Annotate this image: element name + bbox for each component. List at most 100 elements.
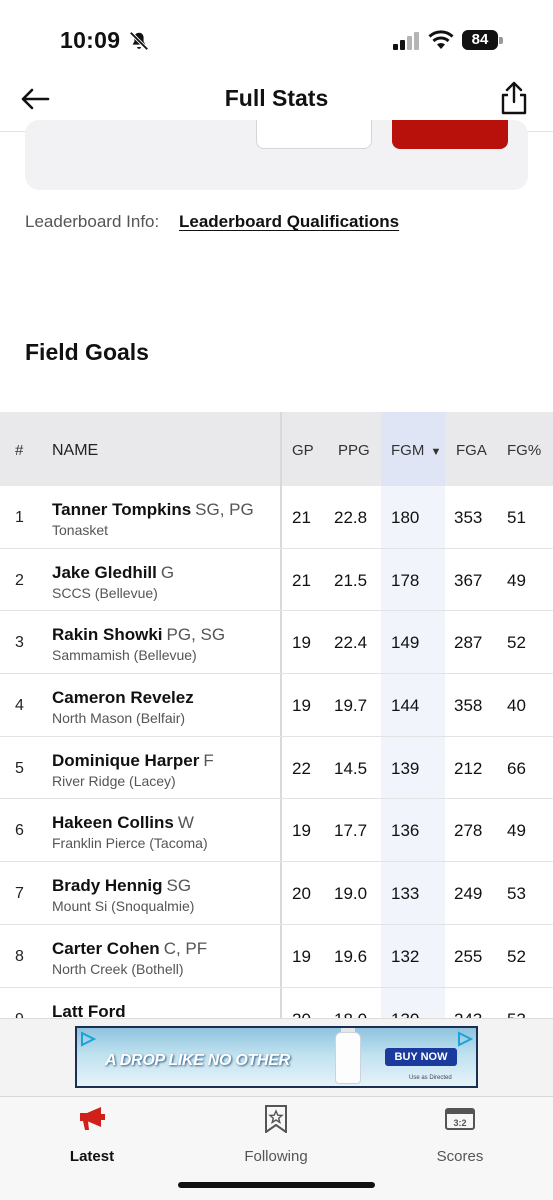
- cell-ppg: 21.5: [334, 570, 368, 590]
- cell-ppg: 18.0: [334, 1010, 367, 1019]
- ad-area: A DROP LIKE NO OTHER BUY NOW Use as Dire…: [0, 1018, 553, 1096]
- cell-gp: 21: [292, 508, 311, 527]
- cell-ppg: 17.7: [334, 821, 368, 841]
- cell-fga: 255: [454, 946, 483, 966]
- row-rank: 4: [15, 697, 24, 715]
- filter-select[interactable]: [256, 120, 372, 149]
- player-name-cell[interactable]: Rakin Showki PG, SG: [52, 625, 225, 645]
- cell-fga: 353: [454, 508, 483, 527]
- column-header-fga[interactable]: FGA: [456, 442, 487, 459]
- player-position: PG, SG: [166, 625, 226, 645]
- row-rank: 9: [15, 1011, 24, 1019]
- player-name[interactable]: Carter Cohen: [52, 938, 160, 958]
- cell-fga: 278: [454, 821, 483, 841]
- bookmark-star-icon: [265, 1105, 287, 1133]
- battery-icon: 84: [462, 30, 504, 50]
- row-rank: 2: [15, 571, 24, 589]
- ad-choices-icon[interactable]: [457, 1031, 473, 1047]
- cell-fga: 249: [454, 884, 483, 904]
- wifi-icon: [428, 30, 454, 49]
- player-name[interactable]: Latt Ford: [52, 1001, 126, 1019]
- cell-ppg: 19.6: [334, 946, 368, 966]
- player-name-cell[interactable]: Jake Gledhill G: [52, 563, 174, 583]
- ad-buy-now-button[interactable]: BUY NOW: [385, 1048, 457, 1066]
- table-row[interactable]: 9 Latt Ford 20 18.0 130 243 53: [0, 988, 553, 1019]
- bell-off-icon: [129, 31, 149, 51]
- cell-gp: 22: [292, 758, 311, 778]
- status-time: 10:09: [60, 27, 121, 53]
- ad-choices-icon[interactable]: [80, 1031, 96, 1047]
- cell-fgm: 144: [391, 696, 420, 716]
- cell-gp: 19: [292, 696, 311, 716]
- back-arrow-icon[interactable]: [18, 82, 52, 116]
- row-rank: 1: [15, 509, 24, 526]
- cell-fga: 367: [454, 570, 483, 590]
- player-school: Franklin Pierce (Tacoma): [52, 835, 208, 852]
- column-header-ppg[interactable]: PPG: [338, 442, 370, 459]
- sort-desc-icon: ▼: [430, 446, 442, 458]
- table-row[interactable]: 5 Dominique Harper F River Ridge (Lacey) 22 1…: [0, 737, 553, 800]
- player-name[interactable]: Jake Gledhill: [52, 562, 157, 582]
- tab-following-label: Following: [244, 1148, 308, 1165]
- cell-ppg: 19.7: [334, 696, 368, 716]
- player-name[interactable]: Brady Hennig: [52, 876, 163, 896]
- leaderboard-qualifications-link[interactable]: Leaderboard Qualifications: [179, 212, 400, 231]
- cell-fgpct: 49: [507, 570, 526, 590]
- player-name-cell[interactable]: Tanner Tompkins SG, PG: [52, 500, 254, 520]
- tab-latest[interactable]: Latest: [27, 1105, 157, 1165]
- player-name-cell[interactable]: Cameron Revelez: [52, 688, 194, 708]
- tab-following[interactable]: Following: [211, 1105, 341, 1165]
- column-header-fgm-label: FGM: [391, 442, 425, 459]
- player-school: North Mason (Belfair): [52, 710, 186, 727]
- table-row[interactable]: 8 Carter Cohen C, PF North Creek (Bothell) 1…: [0, 925, 553, 988]
- player-position: W: [177, 813, 194, 833]
- player-name-cell[interactable]: Latt Ford: [52, 1002, 126, 1019]
- leaderboard-info-label: Leaderboard Info:: [25, 212, 160, 231]
- player-name[interactable]: Dominique Harper: [52, 750, 200, 770]
- player-name-cell[interactable]: Dominique Harper F: [52, 751, 214, 771]
- player-name-cell[interactable]: Hakeen Collins W: [52, 813, 194, 833]
- player-name-cell[interactable]: Carter Cohen C, PF: [52, 939, 207, 959]
- table-body: 1 Tanner Tompkins SG, PG Tonasket 21 22.8 180 3…: [0, 486, 553, 1018]
- cell-fgpct: 53: [507, 884, 526, 904]
- cell-fgm: 133: [391, 884, 420, 904]
- filter-apply-button[interactable]: [392, 120, 508, 149]
- share-icon[interactable]: [498, 80, 530, 116]
- player-position: F: [203, 750, 214, 770]
- player-name[interactable]: Rakin Showki: [52, 625, 163, 645]
- cell-fgpct: 40: [507, 696, 526, 716]
- column-header-name[interactable]: NAME: [52, 442, 99, 459]
- cell-fgm: 130: [391, 1010, 419, 1019]
- column-header-gp[interactable]: GP: [292, 442, 314, 459]
- cell-gp: 19: [292, 946, 311, 966]
- cell-fga: 287: [454, 633, 483, 653]
- table-row[interactable]: 4 Cameron Revelez North Mason (Belfair) 19 1…: [0, 674, 553, 737]
- player-name[interactable]: Tanner Tompkins: [52, 500, 192, 519]
- player-name[interactable]: Cameron Revelez: [52, 688, 194, 708]
- page-title: Full Stats: [224, 85, 329, 111]
- row-rank: 7: [15, 885, 24, 903]
- table-row[interactable]: 2 Jake Gledhill G SCCS (Bellevue) 21 21.5 178 3…: [0, 549, 553, 612]
- player-school: North Creek (Bothell): [52, 960, 184, 977]
- table-row[interactable]: 7 Brady Hennig SG Mount Si (Snoqualmie) 20 19…: [0, 862, 553, 925]
- ad-banner[interactable]: A DROP LIKE NO OTHER BUY NOW Use as Dire…: [75, 1026, 478, 1088]
- table-row[interactable]: 1 Tanner Tompkins SG, PG Tonasket 21 22.8 180 3…: [0, 486, 553, 549]
- cellular-signal-icon: [393, 32, 419, 50]
- player-name[interactable]: Hakeen Collins: [52, 813, 174, 833]
- scoreboard-icon: 3:2: [445, 1108, 475, 1130]
- cell-fgm: 180: [391, 508, 420, 527]
- table-row[interactable]: 6 Hakeen Collins W Franklin Pierce (Tacoma)…: [0, 799, 553, 863]
- column-header-fgm[interactable]: FGM ▼: [391, 442, 441, 459]
- player-school: SCCS (Bellevue): [52, 584, 158, 601]
- ad-headline: A DROP LIKE NO OTHER: [105, 1052, 290, 1069]
- player-school: River Ridge (Lacey): [52, 772, 176, 789]
- tab-scores[interactable]: 3:2 Scores: [395, 1105, 525, 1165]
- table-row[interactable]: 3 Rakin Showki PG, SG Sammamish (Bellevue) 1…: [0, 611, 553, 675]
- column-header-fgpct[interactable]: FG%: [507, 442, 542, 459]
- cell-fgpct: 49: [507, 821, 526, 841]
- stats-table: # NAME GP PPG FGM ▼ FGA FG% 1 Tanner Tomp…: [0, 412, 553, 1018]
- player-name-cell[interactable]: Brady Hennig SG: [52, 876, 191, 896]
- svg-text:3:2: 3:2: [453, 1118, 466, 1128]
- ad-fine-print: Use as Directed: [409, 1075, 452, 1081]
- cell-gp: 21: [292, 570, 311, 590]
